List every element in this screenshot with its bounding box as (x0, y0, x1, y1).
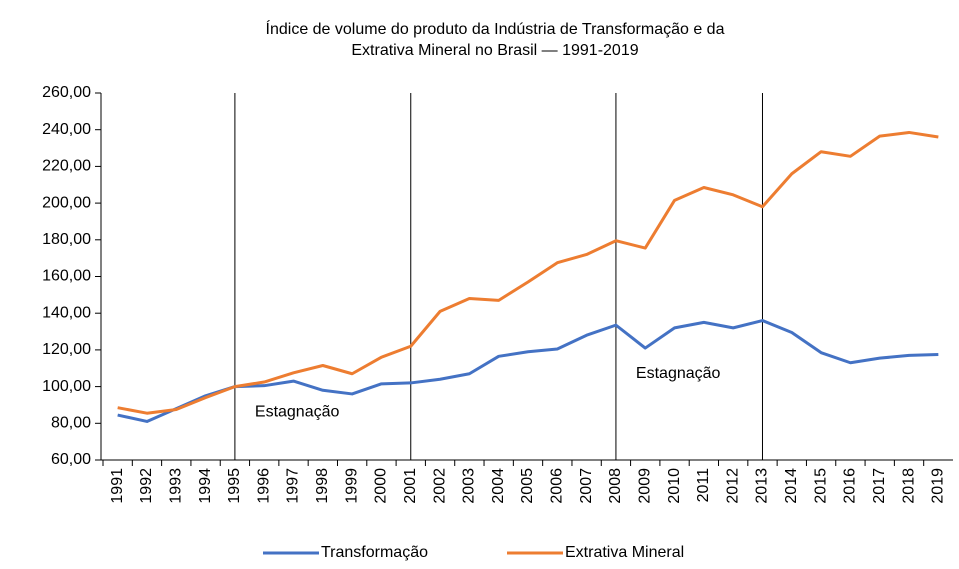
x-tick-label: 2013 (754, 468, 771, 504)
y-tick-label: 180,00 (42, 231, 91, 248)
x-tick-label: 2018 (900, 468, 917, 504)
x-tick-label: 2006 (549, 468, 566, 504)
x-tick-label: 1999 (343, 468, 360, 504)
x-tick-label: 2009 (636, 468, 653, 504)
x-tick-label: 2002 (431, 468, 448, 504)
chart-title: Extrativa Mineral no Brasil — 1991-2019 (351, 42, 638, 59)
annotation: Estagnação (255, 404, 340, 421)
y-tick-label: 240,00 (42, 121, 91, 138)
legend-label: Transformação (321, 544, 428, 561)
x-tick-label: 2014 (783, 468, 800, 504)
annotation: Estagnação (636, 365, 721, 382)
y-tick-label: 160,00 (42, 268, 91, 285)
x-tick-label: 2008 (607, 468, 624, 504)
y-tick-label: 60,00 (51, 451, 91, 468)
chart-title: Índice de volume do produto da Indústria… (266, 19, 725, 38)
x-tick-label: 1992 (138, 468, 155, 504)
series-line (117, 319, 939, 423)
x-tick-label: 2016 (842, 468, 859, 504)
x-tick-label: 1995 (226, 468, 243, 504)
x-tick-label: 2015 (812, 468, 829, 504)
x-tick-label: 2011 (695, 468, 712, 503)
y-tick-label: 100,00 (42, 378, 91, 395)
x-tick-label: 1997 (285, 468, 302, 504)
y-tick-label: 80,00 (51, 415, 91, 432)
x-tick-label: 2004 (490, 468, 507, 504)
legend-label: Extrativa Mineral (565, 544, 684, 561)
y-tick-label: 120,00 (42, 341, 91, 358)
y-tick-label: 200,00 (42, 194, 91, 211)
x-tick-label: 2010 (666, 468, 683, 504)
x-tick-label: 1996 (255, 468, 272, 504)
x-tick-label: 1998 (314, 468, 331, 504)
x-tick-label: 1994 (197, 468, 214, 504)
x-tick-label: 2019 (930, 468, 947, 504)
x-tick-label: 1993 (167, 468, 184, 504)
x-tick-label: 2000 (373, 468, 390, 504)
y-tick-label: 220,00 (42, 158, 91, 175)
y-tick-label: 260,00 (42, 84, 91, 101)
x-tick-label: 2003 (461, 468, 478, 504)
x-tick-label: 2001 (402, 468, 419, 504)
x-tick-label: 1991 (109, 468, 126, 504)
x-tick-label: 2012 (724, 468, 741, 504)
x-tick-label: 2007 (578, 468, 595, 504)
x-tick-label: 2005 (519, 468, 536, 504)
x-tick-label: 2017 (871, 468, 888, 504)
y-tick-label: 140,00 (42, 304, 91, 321)
series-line (117, 130, 939, 415)
